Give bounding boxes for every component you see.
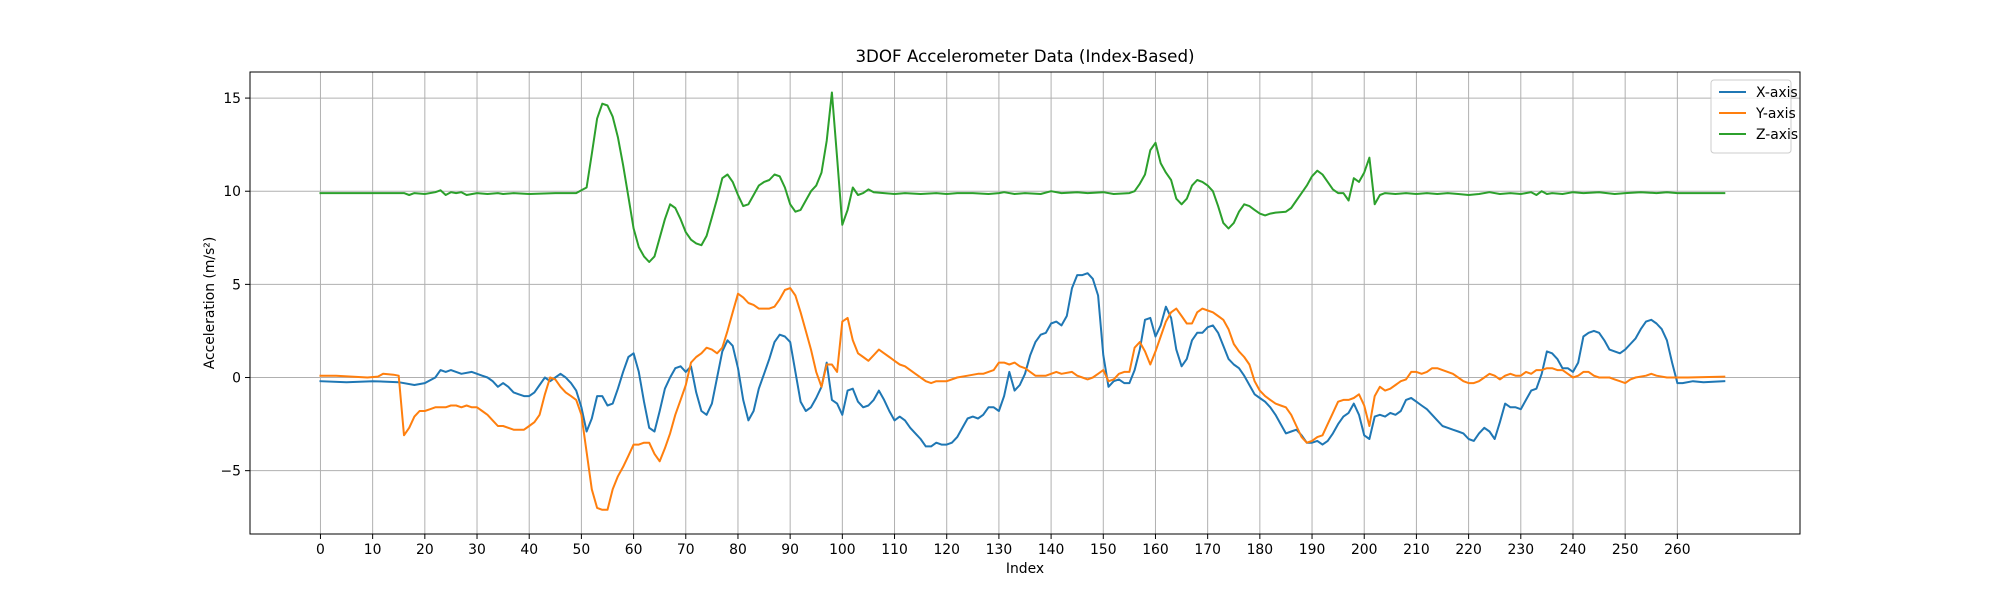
x-tick-label: 180 bbox=[1247, 542, 1274, 558]
legend-label: X-axis bbox=[1756, 85, 1798, 101]
plot-area-frame bbox=[249, 71, 1801, 535]
y-tick-label: 0 bbox=[232, 371, 241, 387]
x-axis-label: Index bbox=[1006, 561, 1044, 577]
y-axis-ticks: −5 0 5 10 15 bbox=[221, 91, 250, 480]
legend-label: Z-axis bbox=[1756, 127, 1798, 143]
legend-label: Y-axis bbox=[1755, 106, 1796, 122]
y-tick-label: 15 bbox=[223, 91, 241, 107]
x-tick-label: 40 bbox=[520, 542, 538, 558]
x-tick-label: 0 bbox=[316, 542, 325, 558]
x-tick-label: 10 bbox=[364, 542, 382, 558]
x-tick-label: 260 bbox=[1664, 542, 1691, 558]
x-tick-label: 200 bbox=[1351, 542, 1378, 558]
x-tick-label: 100 bbox=[829, 542, 856, 558]
x-tick-label: 70 bbox=[677, 542, 695, 558]
x-tick-label: 160 bbox=[1142, 542, 1169, 558]
plot-lines bbox=[319, 91, 1726, 511]
x-axis-ticks: 0 10 20 30 40 50 60 70 80 90 100 110 120 130 140 150 160… bbox=[316, 534, 1691, 558]
chart-title: 3DOF Accelerometer Data (Index-Based) bbox=[855, 46, 1194, 66]
x-tick-label: 20 bbox=[416, 542, 434, 558]
x-tick-label: 50 bbox=[573, 542, 591, 558]
x-tick-label: 190 bbox=[1299, 542, 1326, 558]
x-tick-label: 140 bbox=[1038, 542, 1065, 558]
x-tick-label: 120 bbox=[933, 542, 960, 558]
x-tick-label: 220 bbox=[1455, 542, 1482, 558]
x-tick-label: 60 bbox=[625, 542, 643, 558]
x-tick-label: 130 bbox=[986, 542, 1013, 558]
x-tick-label: 210 bbox=[1403, 542, 1430, 558]
y-tick-label: −5 bbox=[221, 464, 241, 480]
series-line-z-axis bbox=[319, 91, 1726, 263]
y-axis-label: Acceleration (m/s²) bbox=[202, 237, 218, 370]
series-line-y-axis bbox=[319, 287, 1726, 511]
x-tick-label: 110 bbox=[881, 542, 908, 558]
x-tick-label: 240 bbox=[1560, 542, 1587, 558]
series-line-x-axis bbox=[319, 272, 1726, 448]
x-tick-label: 150 bbox=[1090, 542, 1117, 558]
legend: X-axis Y-axis Z-axis bbox=[1710, 79, 1798, 154]
grid bbox=[250, 72, 1800, 534]
x-tick-label: 30 bbox=[468, 542, 486, 558]
x-tick-label: 90 bbox=[781, 542, 799, 558]
y-tick-label: 5 bbox=[232, 277, 241, 293]
y-tick-label: 10 bbox=[223, 184, 241, 200]
x-tick-label: 250 bbox=[1612, 542, 1639, 558]
x-tick-label: 80 bbox=[729, 542, 747, 558]
x-tick-label: 170 bbox=[1194, 542, 1221, 558]
x-tick-label: 230 bbox=[1508, 542, 1535, 558]
